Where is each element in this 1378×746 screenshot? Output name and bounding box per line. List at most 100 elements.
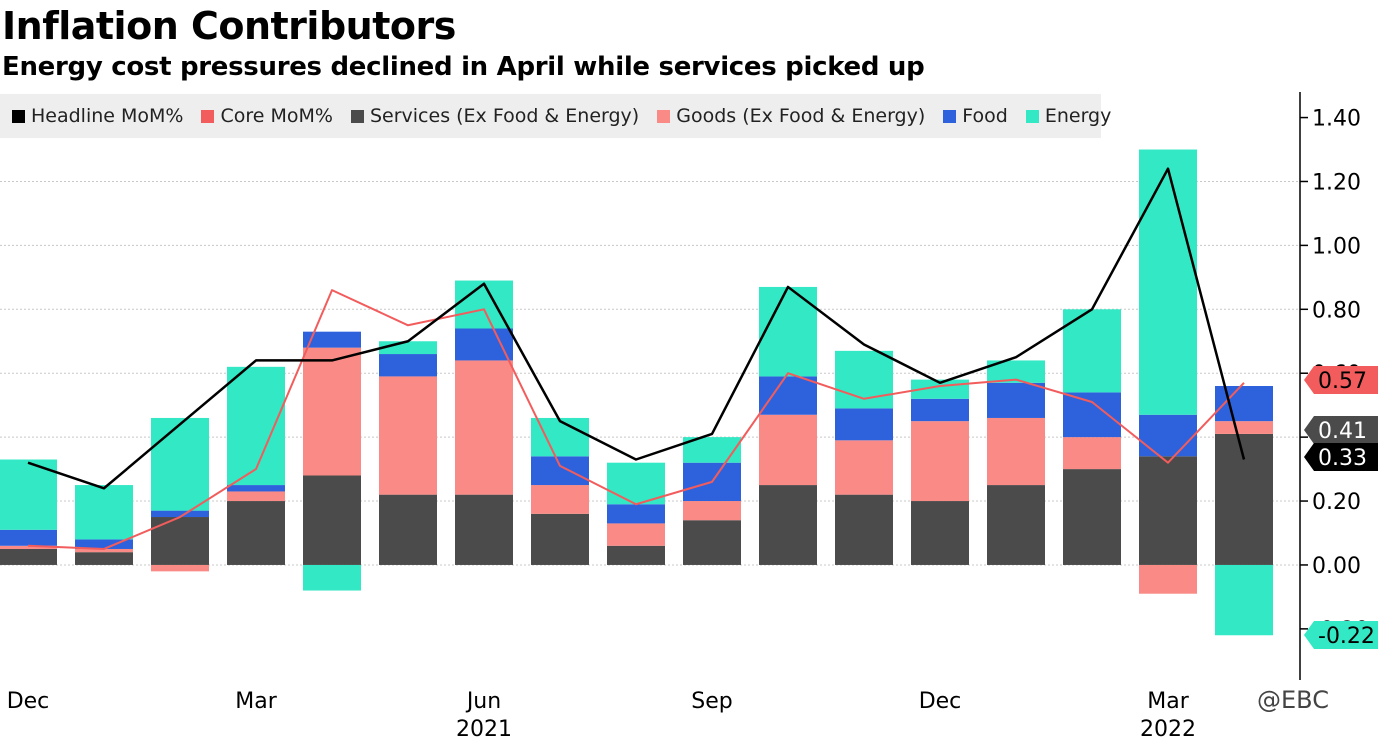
bar-segment-goods — [227, 491, 285, 502]
bar-segment-food — [227, 485, 285, 492]
bar-segment-energy — [0, 459, 57, 530]
bar-segment-services — [607, 545, 665, 565]
callout-value: 0.41 — [1318, 419, 1367, 444]
bar-segment-food — [607, 504, 665, 524]
line-core — [27, 289, 1245, 550]
x-tick-label: Mar — [235, 689, 277, 714]
bar-segment-services — [911, 501, 969, 565]
bar-segment-goods — [1063, 437, 1121, 470]
bar-segment-food — [1215, 386, 1273, 422]
callout-box — [1304, 416, 1378, 444]
chart-legend: Headline MoM% Core MoM% Services (Ex Foo… — [0, 94, 1111, 138]
bar-segment-energy — [683, 437, 741, 463]
bar-segment-services — [531, 513, 589, 565]
callout-value: 0.33 — [1318, 446, 1367, 471]
bar-segment-services — [151, 517, 209, 565]
value-callouts: 0.57 0.410.33 -0.22 — [1304, 366, 1378, 649]
bar-segment-goods — [607, 523, 665, 546]
x-year-label: 2022 — [1140, 717, 1196, 742]
y-tick-label: 1.40 — [1312, 107, 1361, 132]
legend-label-food: Food — [962, 105, 1008, 127]
bar-segment-services — [1063, 469, 1121, 565]
bar-segment-services — [75, 552, 133, 565]
x-tick-label: Mar — [1147, 689, 1189, 714]
bar-segment-energy — [75, 485, 133, 540]
bar-segment-goods — [911, 421, 969, 502]
bar-segment-energy — [531, 417, 589, 457]
bar-segment-energy — [379, 341, 437, 355]
bar-segment-goods — [379, 376, 437, 495]
line-series — [27, 167, 1246, 550]
chart-title: Inflation Contributors — [2, 4, 456, 48]
bar-segment-goods — [987, 417, 1045, 486]
legend-item-goods: Goods (Ex Food & Energy) — [657, 105, 925, 127]
bar-segment-food — [835, 408, 893, 441]
bar-segment-food — [303, 331, 361, 348]
bar-segment-food — [75, 539, 133, 549]
bar-segment-goods — [1215, 421, 1273, 434]
bar-segment-services — [835, 494, 893, 565]
legend-item-core: Core MoM% — [201, 105, 333, 127]
y-tick-label: 0.60 — [1312, 362, 1361, 387]
callout-box — [1304, 443, 1378, 471]
bar-segment-services — [1139, 456, 1197, 565]
x-year-label: 2021 — [456, 717, 512, 742]
bar-segment-food — [151, 510, 209, 518]
bar-segment-food — [911, 398, 969, 422]
bar-segment-food — [759, 376, 817, 415]
legend-label-core: Core MoM% — [220, 105, 333, 127]
legend-swatch-core — [201, 109, 215, 123]
bar-segment-food — [455, 328, 513, 361]
callout-box — [1304, 366, 1378, 394]
bar-segment-energy — [835, 350, 893, 409]
bar-segment-energy — [455, 280, 513, 329]
bar-segment-energy — [1063, 309, 1121, 393]
legend-item-food: Food — [943, 105, 1008, 127]
gridlines — [0, 180, 1300, 566]
bar-segment-goods — [683, 501, 741, 521]
bar-segment-services — [683, 520, 741, 565]
callout-energy: -0.22 — [1304, 621, 1378, 649]
bar-stacks — [0, 149, 1273, 636]
legend-label-goods: Goods (Ex Food & Energy) — [676, 105, 926, 127]
bar-segment-services — [987, 485, 1045, 565]
line-headline — [27, 167, 1246, 490]
bar-segment-food — [0, 529, 57, 546]
bar-segment-goods — [1139, 564, 1197, 594]
legend-item-energy: Energy — [1025, 105, 1111, 127]
y-tick-label: 1.00 — [1312, 234, 1361, 259]
watermark: @EBC — [1257, 686, 1329, 714]
bar-segment-energy — [1215, 564, 1273, 636]
bar-segment-food — [1139, 414, 1197, 457]
callout-headline: 0.33 — [1304, 443, 1378, 471]
legend-swatch-services — [350, 109, 364, 123]
callout-core: 0.57 — [1304, 366, 1378, 394]
bar-segment-goods — [531, 485, 589, 514]
bar-segment-energy — [987, 360, 1045, 383]
bar-segment-energy — [151, 417, 209, 511]
x-axis: Dec Mar Jun Sep Dec Mar 2021 2022 — [7, 689, 1196, 742]
bar-segment-services — [1215, 433, 1273, 565]
bar-segment-energy — [303, 564, 361, 591]
bar-segment-food — [531, 456, 589, 486]
bar-segment-food — [987, 382, 1045, 418]
y-tick-label: 0.40 — [1312, 426, 1361, 451]
bar-segment-goods — [455, 360, 513, 495]
bar-segment-energy — [607, 462, 665, 505]
bar-segment-food — [683, 462, 741, 502]
legend-swatch-goods — [657, 109, 671, 123]
y-tick-label: 0.80 — [1312, 298, 1361, 323]
bar-segment-services — [0, 548, 57, 565]
legend-label-headline: Headline MoM% — [31, 105, 184, 127]
y-tick-label: 1.20 — [1312, 170, 1361, 195]
legend-item-services: Services (Ex Food & Energy) — [350, 105, 639, 127]
x-tick-label: Dec — [7, 689, 50, 714]
x-tick-label: Dec — [919, 689, 962, 714]
legend-swatch-energy — [1025, 109, 1039, 123]
bar-segment-energy — [759, 286, 817, 377]
legend-swatch-headline — [12, 109, 25, 123]
callout-value: -0.22 — [1318, 624, 1375, 649]
bar-segment-goods — [835, 440, 893, 495]
y-tick-label: -0.20 — [1312, 618, 1369, 643]
y-axis: -0.20 0.00 0.20 0.40 0.60 0.80 1.00 1.20 1.40 — [1299, 92, 1369, 680]
